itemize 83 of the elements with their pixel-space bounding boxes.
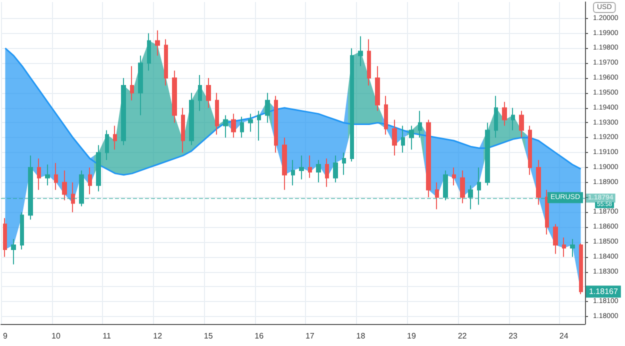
candlestick xyxy=(435,182,439,210)
candlestick xyxy=(562,237,566,258)
x-tick-label: 23 xyxy=(508,332,518,340)
candlestick xyxy=(291,160,295,186)
candlestick xyxy=(215,92,219,136)
line-series xyxy=(4,47,582,176)
candlestick xyxy=(426,119,431,198)
candlestick xyxy=(113,125,117,150)
candlestick xyxy=(545,189,549,236)
candlestick xyxy=(274,95,278,154)
candlestick xyxy=(401,125,405,154)
x-tick-label: 24 xyxy=(559,332,569,340)
candlestick xyxy=(71,182,75,213)
candlestick xyxy=(88,166,92,195)
candlestick xyxy=(443,170,448,201)
candlestick xyxy=(147,32,151,72)
candlestick xyxy=(96,144,101,192)
candlestick xyxy=(79,170,84,207)
x-tick-label: 18 xyxy=(356,332,366,340)
candlestick xyxy=(392,119,397,156)
candlestick xyxy=(409,125,414,150)
x-tick-label: 10 xyxy=(52,332,61,340)
candlestick xyxy=(265,92,270,124)
candlestick xyxy=(384,95,388,136)
x-tick-label: 17 xyxy=(305,332,315,340)
candlestick xyxy=(3,218,7,258)
candlestick xyxy=(172,70,177,124)
candlestick xyxy=(198,74,202,112)
candlestick xyxy=(20,212,24,250)
candlestick xyxy=(494,95,498,138)
candlestick xyxy=(45,164,50,186)
candlestick xyxy=(54,162,58,190)
candlestick xyxy=(333,155,338,183)
candlestick xyxy=(350,48,354,162)
candlestick xyxy=(342,152,346,176)
candlestick xyxy=(367,38,371,86)
x-tick-label: 19 xyxy=(407,332,416,340)
candlestick xyxy=(206,78,211,108)
candlestick xyxy=(223,114,228,138)
candlestick xyxy=(189,92,194,146)
candlestick xyxy=(325,158,329,188)
candlestick xyxy=(316,160,321,183)
candlestick xyxy=(138,55,143,116)
candlestick xyxy=(105,130,109,161)
candlestick xyxy=(460,170,465,204)
x-tick-label: 11 xyxy=(102,332,112,340)
candlestick xyxy=(528,125,532,176)
candlestick xyxy=(28,155,33,220)
candlestick xyxy=(358,36,363,67)
candlestick xyxy=(375,66,380,112)
candlestick xyxy=(468,184,473,210)
candlestick xyxy=(231,113,236,138)
candlestick xyxy=(240,116,244,138)
candlestick xyxy=(121,78,126,146)
candlestick xyxy=(511,107,515,131)
candlestick xyxy=(37,158,41,190)
candlestick xyxy=(248,113,253,132)
x-tick-label: 15 xyxy=(204,332,214,340)
x-tick-label: 9 xyxy=(2,332,8,340)
candlestick xyxy=(155,30,160,56)
candlestick xyxy=(62,170,67,201)
candlestick xyxy=(519,110,524,138)
candlestick xyxy=(257,110,261,142)
candlestick xyxy=(452,166,456,186)
candlestick xyxy=(308,155,312,178)
candlestick xyxy=(282,137,287,190)
candlestick xyxy=(299,155,304,180)
candlestick xyxy=(11,238,16,265)
candlestick xyxy=(570,238,575,258)
candlestick xyxy=(485,122,490,186)
text: 1.18167 xyxy=(589,287,618,296)
x-tick-label: 12 xyxy=(153,332,163,340)
candlestick xyxy=(536,160,541,206)
candlestick xyxy=(477,166,481,206)
candlestick xyxy=(164,38,168,86)
candlestick xyxy=(418,110,422,138)
candlestick xyxy=(502,101,507,126)
candlestick xyxy=(579,243,583,295)
x-tick-label: 16 xyxy=(254,332,264,340)
candlestick xyxy=(553,224,558,254)
candlestick xyxy=(181,107,185,154)
candlestick xyxy=(130,66,134,101)
x-tick-label: 22 xyxy=(458,332,468,340)
